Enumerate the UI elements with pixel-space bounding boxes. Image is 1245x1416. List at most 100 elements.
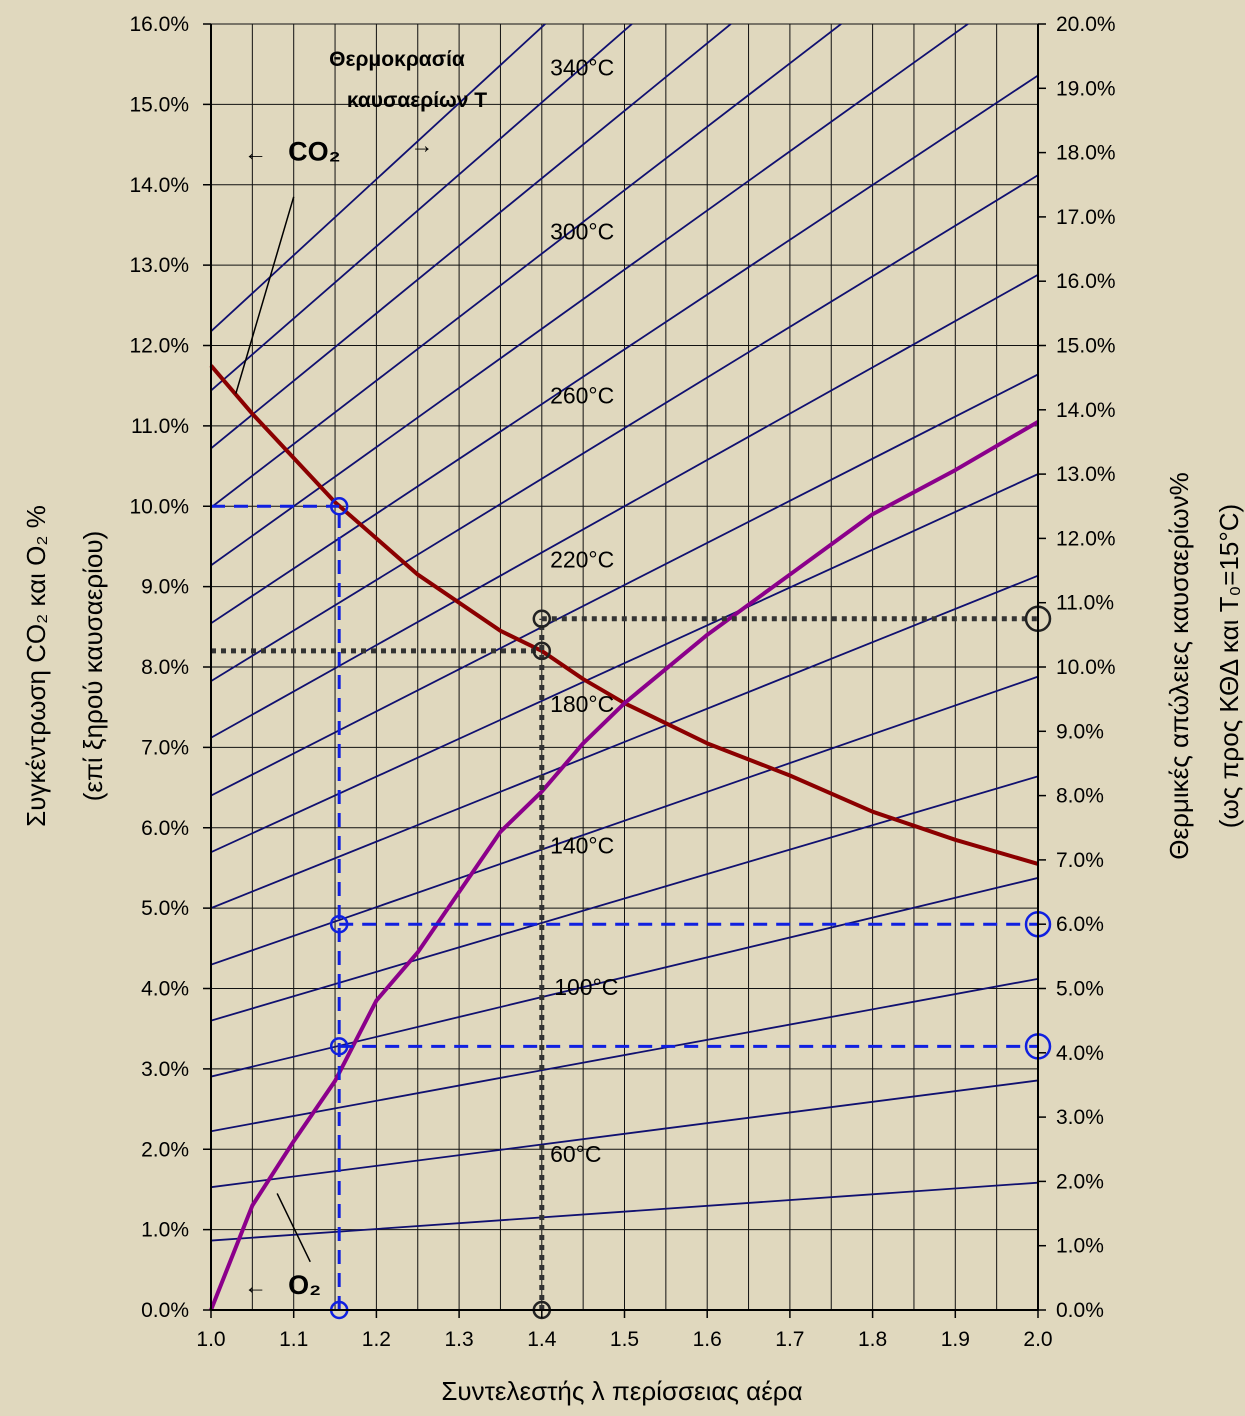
isotherm-label: 300°C — [550, 218, 614, 244]
isotherm-line — [211, 273, 1038, 739]
y-right-tick-label: 13.0% — [1056, 463, 1116, 486]
isotherm-line — [211, 373, 1038, 797]
y-right-tick-label: 2.0% — [1056, 1170, 1104, 1193]
temperature-label-line1: Θερμοκρασία — [329, 48, 465, 71]
y-left-tick-label: 7.0% — [141, 736, 189, 759]
x-tick-label: 1.5 — [610, 1328, 639, 1351]
y-left-tick-label: 11.0% — [131, 415, 189, 438]
series-label-arrow: ← — [244, 1273, 267, 1299]
y-right-tick-label: 14.0% — [1056, 399, 1116, 422]
y-right-tick-label: 11.0% — [1056, 592, 1114, 615]
y-left-tick-label: 9.0% — [141, 576, 189, 599]
isotherm-line — [211, 574, 1038, 909]
y-left-tick-label: 6.0% — [141, 817, 189, 840]
y-right-tick-label: 17.0% — [1056, 206, 1116, 229]
temperature-label-line2: καυσαερίων T — [347, 89, 487, 112]
isotherm-lines — [211, 24, 1038, 1242]
y-left-tick-label: 5.0% — [141, 897, 189, 920]
y-right-tick-label: 15.0% — [1056, 335, 1116, 358]
x-axis-title: Συντελεστής λ περίσσειας αέρα — [441, 1376, 802, 1406]
annotation-marker-black — [532, 641, 552, 661]
y-right-tick-label: 6.0% — [1056, 913, 1104, 936]
y-right-tick-label: 8.0% — [1056, 785, 1104, 808]
isotherm-line — [211, 24, 634, 392]
y-right-tick-label: 12.0% — [1056, 527, 1116, 550]
y-right-tick-label: 4.0% — [1056, 1042, 1104, 1065]
isotherm-label: 340°C — [550, 54, 614, 80]
isotherm-line — [211, 775, 1038, 1022]
y-right-tick-label: 10.0% — [1056, 656, 1116, 679]
isotherm-label: 140°C — [550, 832, 614, 858]
y-left-axis-title-line1: Συγκέντρωση CO₂ και O₂ % — [21, 505, 51, 827]
y-left-tick-label: 14.0% — [129, 174, 189, 197]
isotherm-line — [211, 473, 1038, 854]
y-right-axis-title-line1: Θερμικές απώλειες καυσαερίων% — [1164, 472, 1194, 859]
temperature-label-arrow: → — [411, 132, 434, 158]
data-series — [209, 364, 1040, 1311]
series-line — [209, 420, 1040, 1311]
y-left-tick-label: 4.0% — [141, 978, 189, 1001]
series-line — [209, 364, 1039, 866]
y-right-tick-label: 20.0% — [1056, 13, 1116, 36]
y-left-tick-label: 0.0% — [141, 1299, 189, 1322]
series-label-name: O₂ — [288, 1270, 321, 1300]
y-right-axis-title-line2: (ως προς ΚΘΔ και T₀=15°C) — [1214, 504, 1244, 828]
x-tick-label: 1.6 — [693, 1328, 722, 1351]
y-right-tick-label: 3.0% — [1056, 1106, 1104, 1129]
x-tick-label: 1.7 — [775, 1328, 804, 1351]
isotherm-line — [211, 1079, 1038, 1189]
isotherm-line — [211, 24, 970, 567]
axes: 1.0 1.1 1.2 1.3 1.4 1.5 1.6 1.7 1.8 1.9 2.00.0%1.0… — [129, 13, 1115, 1351]
annotation-marker-blue — [329, 497, 349, 516]
y-right-tick-label: 5.0% — [1056, 978, 1104, 1001]
isotherm-line — [211, 977, 1038, 1133]
series-label-arrow: ← — [244, 140, 267, 166]
isotherm-line — [211, 174, 1038, 682]
y-left-tick-label: 2.0% — [141, 1138, 189, 1161]
y-right-tick-label: 1.0% — [1056, 1235, 1104, 1258]
x-tick-label: 1.2 — [362, 1328, 391, 1351]
y-left-tick-label: 16.0% — [129, 13, 189, 36]
isotherm-group — [211, 24, 1038, 1242]
y-right-tick-label: 18.0% — [1056, 142, 1116, 165]
x-tick-label: 1.1 — [279, 1328, 308, 1351]
annotation-marker-black — [532, 609, 552, 629]
y-right-tick-label: 9.0% — [1056, 720, 1104, 743]
x-tick-label: 1.8 — [858, 1328, 887, 1351]
isotherm-label: 60°C — [550, 1141, 601, 1167]
y-right-tick-label: 19.0% — [1056, 77, 1116, 100]
isotherm-line — [211, 24, 547, 333]
isotherm-line — [211, 24, 843, 509]
isotherm-line — [211, 74, 1038, 625]
y-right-tick-label: 7.0% — [1056, 849, 1104, 872]
y-left-tick-label: 10.0% — [129, 495, 189, 518]
chart-labels: 60°C 100°C 140°C 180°C 220°C 260°C 300°C 340°C ←… — [235, 54, 618, 1300]
annotation-marker-blue — [329, 1037, 349, 1056]
x-tick-label: 1.3 — [444, 1328, 473, 1351]
y-left-tick-label: 12.0% — [129, 335, 189, 358]
x-tick-label: 1.4 — [527, 1328, 557, 1351]
y-left-tick-label: 15.0% — [129, 93, 189, 116]
annotation-marker-blue — [329, 914, 349, 934]
series-label-leader — [235, 196, 295, 394]
y-right-tick-label: 0.0% — [1056, 1299, 1104, 1322]
series-label-name: CO₂ — [288, 137, 341, 167]
isotherm-label: 100°C — [554, 974, 618, 1000]
x-tick-label: 1.9 — [941, 1328, 970, 1351]
x-tick-label: 2.0 — [1023, 1328, 1052, 1351]
x-tick-label: 1.0 — [196, 1328, 225, 1351]
isotherm-line — [211, 877, 1038, 1078]
isotherm-label: 220°C — [550, 546, 614, 572]
isotherm-label: 260°C — [550, 382, 614, 408]
y-left-axis-title-line2: (επί ξηρού καυσαερίου) — [78, 531, 108, 802]
series-label-leader — [276, 1193, 311, 1263]
isotherm-line — [211, 1181, 1038, 1242]
y-left-tick-label: 13.0% — [129, 254, 189, 277]
isotherm-line — [211, 675, 1038, 966]
isotherm-line — [211, 24, 733, 450]
y-left-tick-label: 8.0% — [141, 656, 189, 679]
y-right-tick-label: 16.0% — [1056, 270, 1116, 293]
grid — [210, 23, 1039, 1311]
y-left-tick-label: 1.0% — [141, 1219, 189, 1242]
